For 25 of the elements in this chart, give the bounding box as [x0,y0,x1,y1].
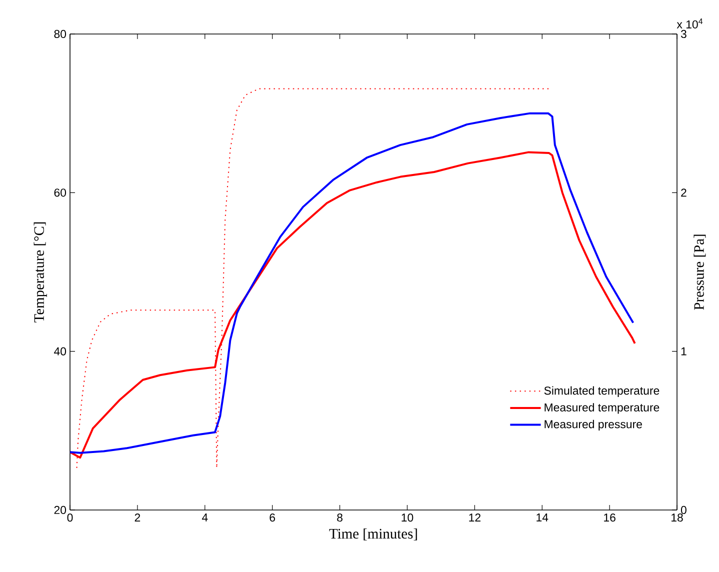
x-tick-label: 2 [134,514,140,522]
y2-tick-label: 1 [681,347,686,356]
y2-tick-label: 0 [680,506,686,514]
text: x 10$^{4}$ [676,18,703,28]
y-tick-label: 20 [54,506,66,514]
y-tick-label: 60 [54,188,66,197]
y-tick-label: 40 [54,347,66,356]
x-tick-label: 4 [202,514,208,522]
x-tick-label: 14 [536,514,548,522]
y-axis-title: Temperature [°C] [34,222,47,322]
x-tick-label: 12 [469,514,480,522]
x-tick-label: 16 [604,514,616,522]
x-tick-label: 18 [672,514,683,522]
x-tick-label: 6 [270,514,276,522]
y2-axis-title: Pressure [Pa] [694,234,706,310]
y-tick-label: 80 [54,30,66,38]
legend-label: Measured temperature [544,403,660,414]
x-tick-label: 10 [402,514,414,522]
legend-label: Measured pressure [544,420,642,431]
x-axis-title: Time [minutes] [329,528,417,540]
y2-tick-label: 3 [680,30,686,38]
x-tick-label: 8 [337,514,342,522]
y2-tick-label: 2 [681,188,686,197]
x-tick-label: 0 [67,514,73,522]
legend-label: Simulated temperature [544,386,660,397]
